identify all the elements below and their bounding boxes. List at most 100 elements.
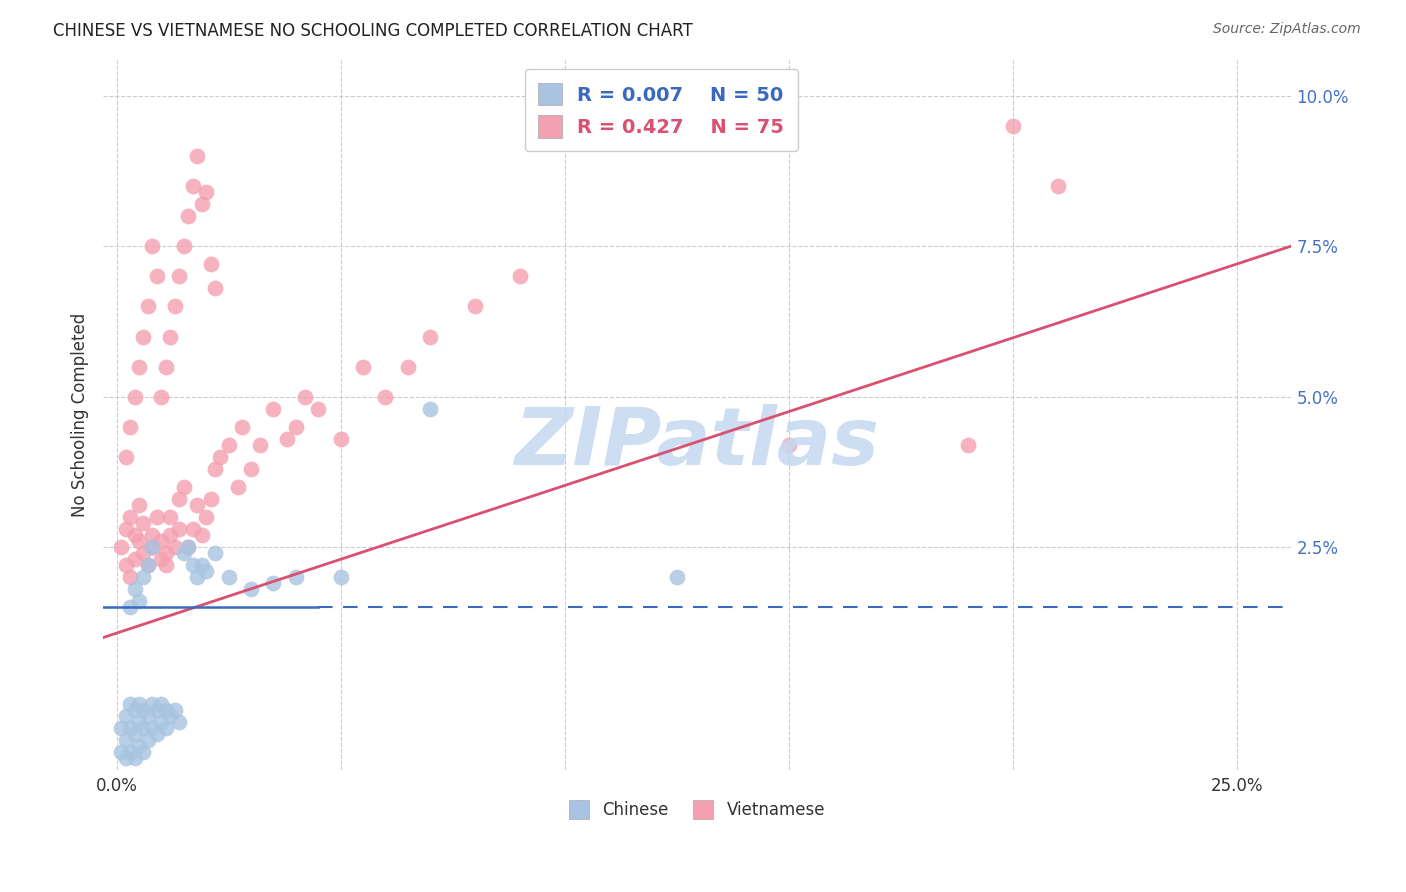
Point (173, 480, 195, 494)
Point (163, 703, 186, 717)
Point (118, 420, 141, 434)
Point (1046, 179, 1069, 194)
Point (173, 546, 195, 560)
Point (114, 732, 136, 747)
Point (173, 239, 195, 253)
Point (132, 329, 155, 343)
Point (464, 300, 486, 314)
Point (128, 534, 150, 549)
Point (284, 570, 307, 584)
Point (200, 492, 222, 507)
Point (114, 708, 136, 723)
Point (124, 552, 146, 566)
Point (262, 401, 284, 416)
Point (136, 708, 159, 723)
Point (128, 498, 150, 512)
Point (240, 462, 263, 476)
Point (141, 541, 163, 555)
Point (329, 432, 352, 446)
Point (150, 714, 173, 729)
Point (218, 570, 240, 584)
Point (177, 541, 200, 555)
Point (163, 541, 186, 555)
Point (208, 450, 231, 464)
Point (294, 390, 316, 404)
Text: ZIPatlas: ZIPatlas (515, 404, 879, 483)
Point (329, 570, 352, 584)
Point (128, 594, 150, 608)
Y-axis label: No Schooling Completed: No Schooling Completed (72, 313, 89, 517)
Point (110, 721, 132, 735)
Point (141, 697, 163, 711)
Point (132, 703, 155, 717)
Point (1001, 119, 1024, 133)
Point (204, 462, 226, 476)
Point (136, 300, 159, 314)
Point (141, 239, 163, 253)
Point (128, 359, 150, 374)
Point (374, 390, 396, 404)
Point (159, 708, 181, 723)
Point (141, 528, 163, 542)
Point (163, 300, 186, 314)
Point (169, 522, 191, 536)
Point (118, 745, 141, 759)
Point (118, 510, 141, 524)
Point (118, 721, 141, 735)
Point (284, 420, 307, 434)
Point (155, 558, 177, 573)
Point (118, 570, 141, 584)
Legend: Chinese, Vietnamese: Chinese, Vietnamese (562, 793, 832, 826)
Point (190, 197, 212, 211)
Point (146, 703, 169, 717)
Point (128, 714, 150, 729)
Point (249, 438, 271, 452)
Point (150, 534, 173, 549)
Point (114, 558, 136, 573)
Point (114, 751, 136, 765)
Point (204, 281, 226, 295)
Point (352, 359, 374, 374)
Point (132, 516, 155, 531)
Point (110, 541, 132, 555)
Point (150, 552, 173, 566)
Point (276, 432, 298, 446)
Point (155, 546, 177, 560)
Point (118, 600, 141, 615)
Text: Source: ZipAtlas.com: Source: ZipAtlas.com (1213, 22, 1361, 37)
Point (118, 697, 141, 711)
Point (195, 185, 218, 199)
Point (146, 269, 169, 284)
Point (396, 359, 419, 374)
Point (957, 438, 980, 452)
Point (124, 390, 146, 404)
Point (190, 528, 212, 542)
Point (419, 401, 441, 416)
Point (195, 510, 218, 524)
Point (159, 510, 181, 524)
Point (114, 450, 136, 464)
Point (226, 480, 249, 494)
Point (665, 570, 688, 584)
Point (204, 546, 226, 560)
Point (218, 438, 240, 452)
Point (132, 570, 155, 584)
Point (181, 522, 204, 536)
Point (124, 528, 146, 542)
Point (509, 269, 531, 284)
Point (136, 558, 159, 573)
Point (110, 745, 132, 759)
Point (181, 179, 204, 194)
Point (419, 329, 441, 343)
Point (136, 732, 159, 747)
Point (262, 576, 284, 591)
Point (114, 522, 136, 536)
Point (177, 209, 200, 223)
Point (307, 401, 329, 416)
Point (231, 420, 253, 434)
Point (150, 390, 173, 404)
Point (190, 558, 212, 573)
Point (124, 751, 146, 765)
Point (169, 492, 191, 507)
Point (128, 739, 150, 753)
